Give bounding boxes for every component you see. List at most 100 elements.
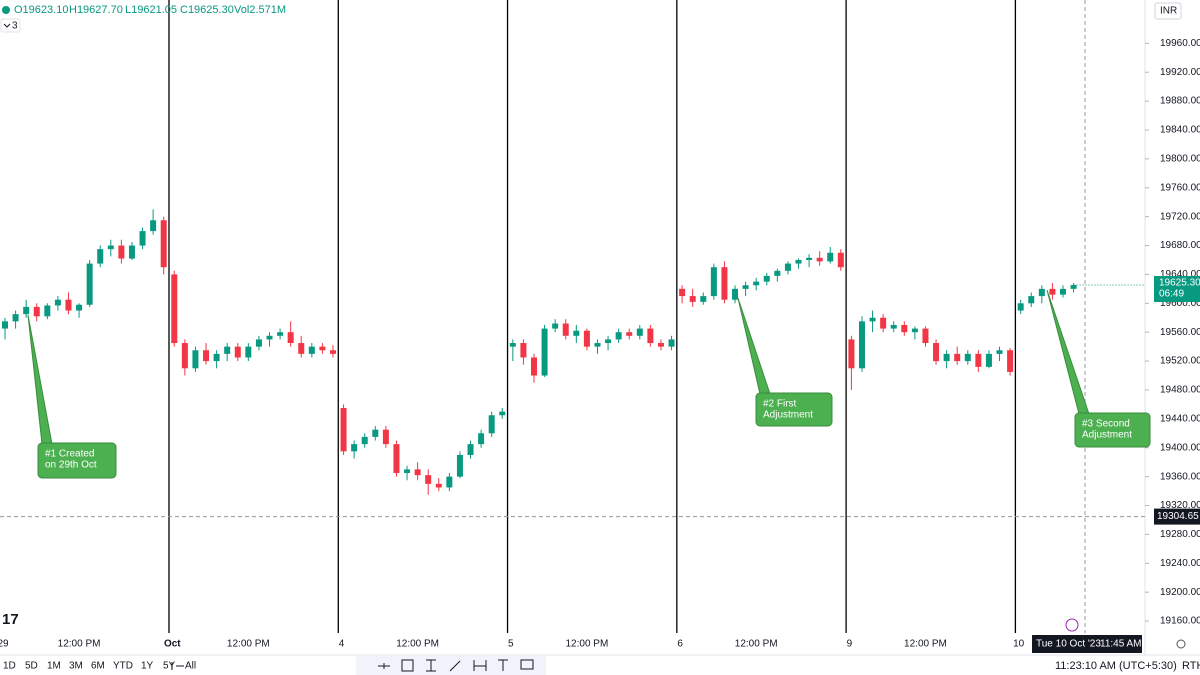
y-tick-label: 19320.00 [1160, 500, 1200, 511]
range-button[interactable]: 3M [69, 661, 83, 672]
range-button[interactable]: 5Y [163, 661, 176, 672]
range-button[interactable]: 1Y [141, 661, 154, 672]
candle-body [76, 304, 83, 311]
candle-body [922, 328, 929, 344]
crosshair-time: Tue 10 Oct '23 [1036, 639, 1101, 650]
header-low: L19621.05 [125, 4, 177, 16]
candle-body [509, 343, 516, 347]
callout-text: #2 First [763, 399, 797, 410]
candle-body [393, 444, 400, 474]
candle-body [329, 350, 336, 354]
range-button[interactable]: 1D [3, 661, 16, 672]
range-button[interactable]: YTD [113, 661, 133, 672]
x-tick-label: 12:00 PM [904, 639, 947, 650]
candle-body [1038, 288, 1045, 297]
status-dot [2, 6, 10, 14]
x-tick-label: Oct [164, 639, 181, 650]
tool-measure[interactable] [426, 659, 436, 672]
y-tick-label: 19240.00 [1160, 558, 1200, 569]
logo: 17 [2, 611, 19, 628]
candle-body [245, 346, 252, 358]
candle-body [435, 483, 442, 488]
candle-body [192, 350, 199, 369]
range-button[interactable]: 1M [47, 661, 61, 672]
tool-line[interactable] [378, 663, 390, 669]
y-tick-label: 19840.00 [1160, 125, 1200, 136]
candle-body [975, 353, 982, 367]
range-icon[interactable] [171, 662, 184, 670]
toggle-icon [3, 23, 11, 28]
last-price: 19625.30 [1159, 278, 1200, 289]
candle-body [128, 245, 135, 259]
indicator-toggle[interactable] [0, 18, 21, 33]
candle-body [679, 288, 686, 297]
candle-body [869, 317, 876, 322]
candle-body [86, 263, 93, 305]
x-tick-label: 29 [0, 639, 9, 650]
candle-body [203, 350, 210, 362]
candle-body [44, 305, 51, 317]
header-open: O19623.10 [14, 4, 68, 16]
candle-body [224, 346, 231, 354]
candle-body [54, 299, 61, 306]
x-tick-label: 9 [847, 639, 853, 650]
candle-body [985, 353, 992, 367]
x-tick-label: 12:00 PM [735, 639, 778, 650]
candle-body [160, 220, 167, 268]
x-tick-label: 5 [508, 639, 514, 650]
x-tick-label: 12:00 PM [396, 639, 439, 650]
tool-range[interactable] [473, 660, 487, 671]
header-close: C19625.30 [180, 4, 234, 16]
countdown: 06:49 [1159, 289, 1184, 300]
range-button[interactable]: 5D [25, 661, 38, 672]
candle-body [732, 288, 739, 300]
bottom-toolbar: 11:23:10 AM (UTC+5:30) RTH 1D 5D 1M 3M 6M YTD… [3, 656, 1200, 675]
y-tick-label: 19720.00 [1160, 211, 1200, 222]
candle-body [911, 328, 918, 333]
alert-icon[interactable] [1065, 618, 1079, 632]
candle-body [213, 353, 220, 362]
tool-note[interactable] [520, 659, 534, 670]
currency-box[interactable] [1154, 2, 1182, 20]
range-button[interactable]: All [185, 661, 196, 672]
candle-body [446, 476, 453, 488]
candle-body [647, 328, 654, 344]
candle-body [456, 454, 463, 477]
candle-body [816, 257, 823, 262]
y-tick-label: 19560.00 [1160, 327, 1200, 338]
y-tick-label: 19800.00 [1160, 154, 1200, 165]
candle-body [742, 285, 749, 289]
candle-body [266, 335, 273, 340]
indicator-count: 3 [12, 21, 18, 32]
candle-body [763, 275, 770, 282]
y-tick-label: 19440.00 [1160, 413, 1200, 424]
candle-body [107, 245, 114, 250]
tool-rect[interactable] [401, 659, 414, 672]
candle-body [784, 263, 791, 271]
header-high: H19627.70 [69, 4, 123, 16]
candle-body [795, 259, 802, 264]
candle-body [1070, 285, 1077, 289]
candle-body [351, 444, 358, 452]
x-tick-label: 4 [339, 639, 345, 650]
tool-brush[interactable] [449, 660, 461, 672]
candle-body [721, 267, 728, 300]
range-button[interactable]: 6M [91, 661, 105, 672]
candle-body [806, 257, 813, 260]
candle-body [573, 330, 580, 336]
candle-body [996, 350, 1003, 354]
candle-body [583, 330, 590, 347]
candle-body [139, 231, 146, 246]
tool-text[interactable] [498, 659, 508, 671]
candle-body [933, 343, 940, 362]
candle-body [478, 433, 485, 445]
x-tick-label: 12:00 PM [227, 639, 270, 650]
candle-body [255, 339, 262, 347]
candle-body [827, 252, 834, 262]
y-tick-label: 19360.00 [1160, 471, 1200, 482]
settings-icon[interactable] [1176, 639, 1186, 649]
candle-body [97, 249, 104, 264]
drawing-tools [356, 656, 546, 675]
candle-body [287, 332, 294, 344]
last-price-box [1154, 276, 1200, 303]
